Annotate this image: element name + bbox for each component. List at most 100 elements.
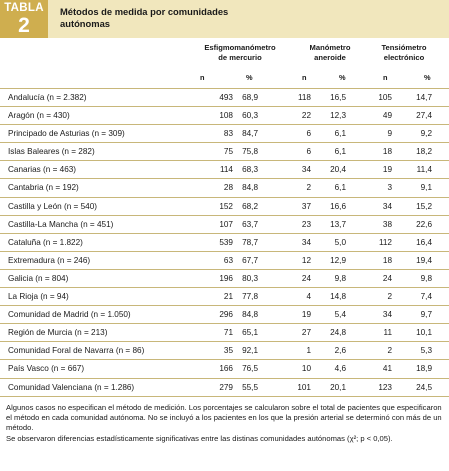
table-row: Comunidad Foral de Navarra (n = 86) 35 92,… [0, 342, 449, 361]
cell-electronic-n: 38 [382, 219, 392, 229]
cell-mercury-pct: 65,1 [242, 328, 258, 338]
cell-electronic-n: 18 [382, 255, 392, 265]
cell-aneroid-n: 101 [297, 382, 311, 392]
cell-mercury-n: 493 [219, 93, 233, 102]
cell-mercury-pct: 67,7 [242, 255, 258, 265]
cell-aneroid-pct: 16,5 [330, 93, 346, 102]
cell-electronic-n: 11 [383, 328, 393, 338]
column-group-electronic: Tensiómetro electrónico [372, 43, 436, 63]
subheader-n-1: n [200, 73, 205, 82]
cell-aneroid-pct: 6,1 [334, 147, 346, 157]
table-row: Castilla y León (n = 540) 152 68,2 37 16,6 34… [0, 198, 449, 216]
cell-mercury-pct: 60,3 [242, 111, 258, 121]
subheader-pct-1: % [246, 73, 253, 82]
cell-electronic-n: 34 [382, 310, 392, 320]
cell-mercury-pct: 68,2 [242, 201, 258, 211]
cell-aneroid-pct: 14,8 [330, 292, 346, 302]
cell-electronic-pct: 9,1 [420, 183, 432, 193]
cell-region-name: Andalucía (n = 2.382) [8, 93, 87, 102]
table-row: Comunidad de Madrid (n = 1.050) 296 84,8 19… [0, 306, 449, 325]
table-row: Andalucía (n = 2.382) 493 68,9 118 16,5 105 14… [0, 88, 449, 108]
table-row: País Vasco (n = 667) 166 76,5 10 4,6 41 18,9 [0, 360, 449, 379]
cell-aneroid-n: 37 [301, 201, 311, 211]
cell-mercury-n: 114 [219, 165, 233, 175]
cell-aneroid-pct: 13,7 [330, 219, 346, 229]
cell-mercury-pct: 78,7 [242, 237, 258, 247]
cell-electronic-pct: 18,2 [416, 147, 432, 157]
subheader-n-3: n [383, 73, 388, 82]
cell-mercury-n: 539 [219, 237, 233, 247]
cell-electronic-pct: 19,4 [416, 255, 432, 265]
table-footnote: Algunos casos no especifican el método d… [6, 403, 443, 444]
cell-mercury-n: 21 [223, 292, 233, 302]
table-row: Principado de Asturias (n = 309) 83 84,7 6 6… [0, 125, 449, 144]
cell-mercury-pct: 63,7 [242, 219, 258, 229]
cell-region-name: Castilla-La Mancha (n = 451) [8, 219, 114, 229]
cell-electronic-pct: 7,4 [420, 292, 432, 302]
table-row: Galicia (n = 804) 196 80,3 24 9,8 24 9,8 [0, 270, 449, 289]
cell-electronic-pct: 16,4 [416, 237, 432, 247]
cell-electronic-pct: 18,9 [416, 364, 432, 374]
cell-mercury-n: 83 [223, 129, 233, 139]
column-group-aneroid: Manómetro aneroide [300, 43, 360, 63]
cell-mercury-pct: 84,8 [242, 183, 258, 193]
table-row: Islas Baleares (n = 282) 75 75,8 6 6,1 18 18,2 [0, 143, 449, 162]
column-group-mercury-line2: de mercurio [218, 53, 262, 62]
cell-mercury-n: 75 [223, 147, 233, 157]
cell-electronic-n: 24 [382, 273, 392, 283]
cell-aneroid-n: 6 [306, 129, 311, 139]
table-title: Métodos de medida por comunidades autóno… [60, 6, 229, 29]
cell-aneroid-n: 12 [301, 255, 311, 265]
cell-aneroid-n: 19 [301, 310, 311, 320]
table-row: Extremadura (n = 246) 63 67,7 12 12,9 18 19,4 [0, 252, 449, 270]
cell-electronic-n: 3 [387, 183, 392, 193]
cell-aneroid-pct: 6,1 [334, 129, 346, 139]
column-group-mercury-line1: Esfigmomanómetro [204, 43, 276, 52]
cell-aneroid-pct: 9,8 [334, 273, 346, 283]
cell-region-name: Aragón (n = 430) [8, 111, 70, 121]
cell-electronic-n: 41 [382, 364, 392, 374]
cell-mercury-n: 296 [219, 310, 233, 320]
cell-mercury-n: 35 [223, 346, 233, 356]
cell-aneroid-n: 23 [301, 219, 311, 229]
cell-aneroid-n: 2 [306, 183, 311, 193]
cell-aneroid-n: 10 [301, 364, 311, 374]
column-group-electronic-line1: Tensiómetro [381, 43, 427, 52]
table-label: TABLA [4, 2, 44, 14]
cell-region-name: Comunidad Foral de Navarra (n = 86) [8, 346, 145, 356]
cell-mercury-n: 279 [219, 382, 233, 392]
footnote-text-2: Se observaron diferencias estadísticamen… [6, 433, 393, 443]
cell-mercury-pct: 84,8 [242, 310, 258, 320]
cell-region-name: Castilla y León (n = 540) [8, 201, 97, 211]
table-row: Comunidad Valenciana (n = 1.286) 279 55,5 1… [0, 379, 449, 397]
cell-mercury-n: 166 [219, 364, 233, 374]
cell-region-name: Comunidad de Madrid (n = 1.050) [8, 310, 131, 320]
table-row: Cantabria (n = 192) 28 84,8 2 6,1 3 9,1 [0, 179, 449, 198]
cell-mercury-pct: 68,9 [242, 93, 258, 102]
cell-mercury-n: 196 [219, 273, 233, 283]
column-group-mercury: Esfigmomanómetro de mercurio [188, 43, 292, 63]
column-group-aneroid-line1: Manómetro [309, 43, 351, 52]
cell-region-name: Extremadura (n = 246) [8, 255, 91, 265]
cell-mercury-pct: 77,8 [242, 292, 258, 302]
cell-electronic-n: 19 [382, 165, 392, 175]
table-row: Cataluña (n = 1.822) 539 78,7 34 5,0 112 16,4 [0, 234, 449, 252]
cell-mercury-pct: 75,8 [242, 147, 258, 157]
cell-region-name: Islas Baleares (n = 282) [8, 147, 95, 157]
cell-region-name: Canarias (n = 463) [8, 165, 77, 175]
column-group-electronic-line2: electrónico [383, 53, 425, 62]
cell-mercury-pct: 68,3 [242, 165, 258, 175]
table-row: Castilla-La Mancha (n = 451) 107 63,7 23 13,… [0, 216, 449, 234]
cell-aneroid-n: 22 [301, 111, 311, 121]
cell-aneroid-pct: 5,4 [334, 310, 346, 320]
cell-region-name: Principado de Asturias (n = 309) [8, 129, 125, 139]
table-row: Canarias (n = 463) 114 68,3 34 20,4 19 11,4 [0, 161, 449, 180]
cell-region-name: La Rioja (n = 94) [8, 292, 69, 302]
cell-electronic-pct: 5,3 [420, 346, 432, 356]
cell-electronic-n: 105 [378, 93, 392, 102]
cell-aneroid-n: 34 [301, 237, 311, 247]
cell-electronic-n: 49 [382, 111, 392, 121]
cell-aneroid-n: 4 [306, 292, 311, 302]
table-row: Aragón (n = 430) 108 60,3 22 12,3 49 27,4 [0, 107, 449, 126]
